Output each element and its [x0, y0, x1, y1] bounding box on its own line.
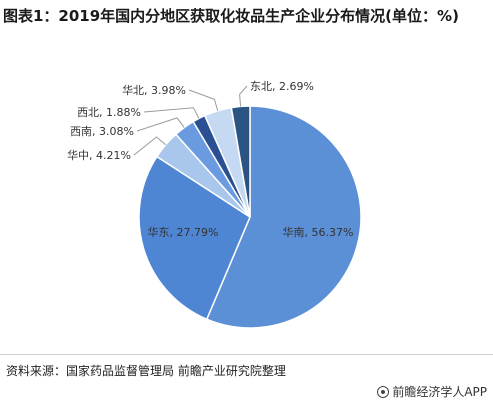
leader-line-2 [133, 136, 167, 156]
leader-line-5 [188, 89, 219, 111]
slice-label-4: 西北, 1.88% [77, 106, 141, 119]
leader-line-6 [239, 85, 248, 107]
leader-line-4 [143, 107, 200, 119]
brand-text: 前瞻经济学人APP [392, 385, 487, 399]
slice-label-1: 华东, 27.79% [148, 225, 219, 239]
slice-label-2: 华中, 4.21% [67, 148, 131, 162]
slice-label-0: 华南, 56.37% [283, 225, 354, 239]
brand-watermark: 前瞻经济学人APP [377, 383, 487, 400]
pie-slice-0 [205, 105, 362, 329]
leader-line-3 [136, 117, 185, 132]
divider [0, 354, 493, 355]
chart-title: 图表1：2019年国内分地区获取化妆品生产企业分布情况(单位：%) [3, 7, 459, 25]
slice-label-3: 西南, 3.08% [70, 125, 134, 138]
pie-slice-1 [138, 155, 251, 321]
slice-label-5: 华北, 3.98% [122, 83, 186, 97]
at-icon [377, 385, 390, 398]
pie-chart: 华南, 56.37% 华东, 27.79% 华中, 4.21% 西南, 3.08% 西北… [67, 80, 362, 329]
slice-label-6: 东北, 2.69% [250, 80, 314, 93]
source-note: 资料来源：国家药品监督管理局 前瞻产业研究院整理 [6, 364, 286, 378]
